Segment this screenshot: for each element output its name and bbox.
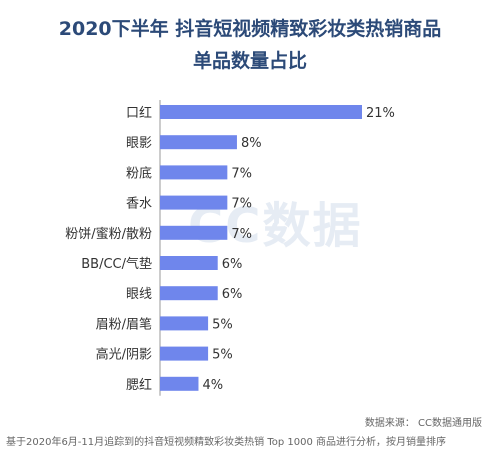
chart-subtitle: 单品数量占比 [192, 50, 307, 72]
bar [160, 225, 228, 240]
value-label: 21% [366, 106, 395, 121]
bar [160, 286, 218, 301]
bar [160, 316, 209, 331]
value-label: 6% [222, 257, 243, 272]
bar [160, 135, 237, 150]
footnote: 基于2020年6月-11月追踪到的抖音短视频精致彩妆类热销 Top 1000 商… [6, 437, 447, 448]
bar [160, 376, 199, 391]
bar [160, 165, 228, 180]
value-label: 5% [212, 317, 233, 332]
bar [160, 195, 228, 210]
category-label: 粉底 [126, 165, 152, 181]
value-label: 6% [222, 287, 243, 302]
chart-title: 2020下半年 抖音短视频精致彩妆类热销商品 [58, 18, 442, 40]
category-label: 粉饼/蜜粉/散粉 [65, 227, 152, 242]
value-label: 8% [241, 136, 262, 151]
value-label: 4% [202, 378, 223, 393]
category-label: 眼影 [126, 136, 152, 151]
category-label: 高光/阴影 [96, 347, 152, 363]
bar [160, 105, 362, 119]
bar [160, 346, 209, 361]
data-source-note: 数据来源： CC数据通用版 [364, 418, 482, 429]
category-label: 眉粉/眉笔 [96, 316, 152, 332]
category-label: 眼线 [126, 287, 152, 302]
value-label: 7% [231, 166, 252, 181]
value-label: 7% [231, 197, 252, 212]
value-label: 5% [212, 348, 233, 363]
value-label: 7% [231, 227, 252, 242]
category-label: 腮红 [126, 377, 152, 393]
category-label: 口红 [126, 105, 152, 121]
category-label: BB/CC/气垫 [81, 256, 152, 272]
category-label: 香水 [126, 197, 152, 212]
bar [160, 256, 218, 270]
